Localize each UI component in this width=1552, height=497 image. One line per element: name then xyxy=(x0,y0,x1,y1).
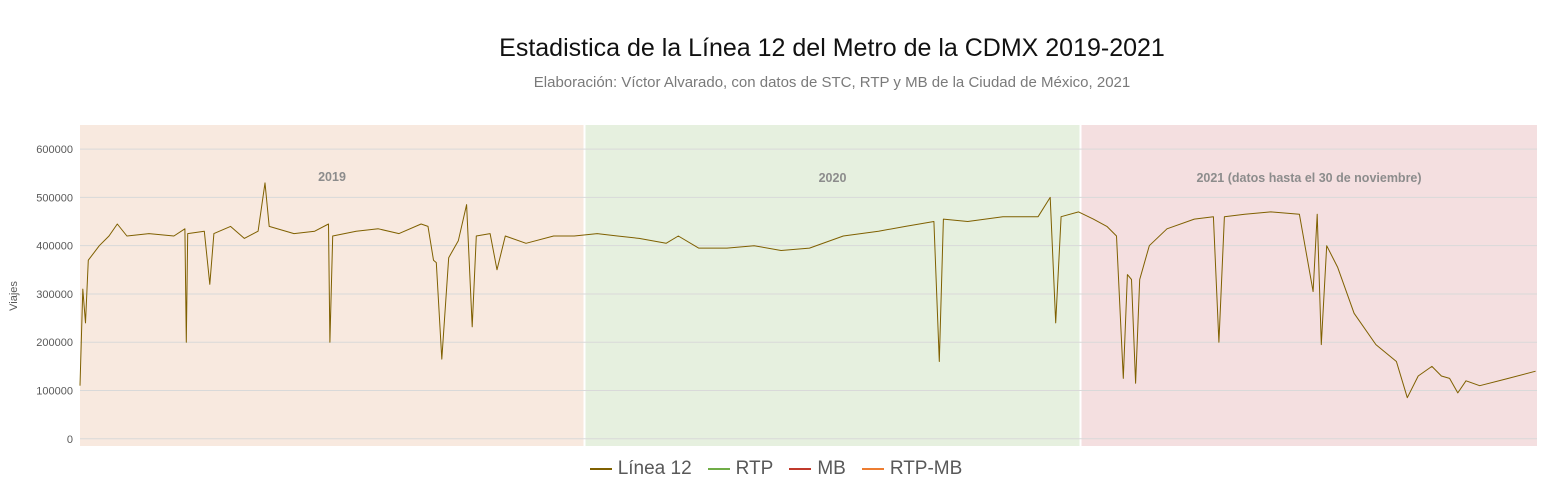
chart-title: Estadistica de la Línea 12 del Metro de … xyxy=(499,34,1165,62)
legend-item: MB xyxy=(789,458,846,480)
period-band xyxy=(585,125,1080,446)
legend-label: Línea 12 xyxy=(617,458,692,479)
y-axis-title: Viajes xyxy=(8,281,20,311)
legend-label: RTP xyxy=(735,458,774,479)
legend-label: RTP-MB xyxy=(889,458,963,479)
y-tick-label: 100000 xyxy=(36,385,73,397)
legend: Línea 12 RTP MB RTP-MB xyxy=(0,458,1552,480)
legend-swatch xyxy=(589,467,612,470)
legend-label: MB xyxy=(817,458,846,479)
y-tick-label: 0 xyxy=(67,434,73,446)
legend-item: Línea 12 xyxy=(589,458,692,480)
y-tick-label: 300000 xyxy=(36,289,73,301)
period-band xyxy=(80,125,584,446)
series-line xyxy=(79,182,1536,399)
period-label: 2021 (datos hasta el 30 de noviembre) xyxy=(1196,171,1421,185)
legend-swatch xyxy=(707,467,730,470)
legend-item: RTP xyxy=(707,458,774,480)
y-tick-label: 400000 xyxy=(36,241,73,253)
y-tick-label: 500000 xyxy=(36,192,73,204)
chart-subtitle: Elaboración: Víctor Alvarado, con datos … xyxy=(533,74,1131,91)
period-band xyxy=(1081,125,1537,446)
y-tick-label: 200000 xyxy=(36,337,73,349)
y-tick-label: 600000 xyxy=(36,144,73,156)
legend-swatch xyxy=(861,467,884,470)
period-label: 2019 xyxy=(318,170,346,184)
legend-item: RTP-MB xyxy=(861,458,963,480)
legend-swatch xyxy=(789,467,812,470)
period-label: 2020 xyxy=(819,171,847,185)
